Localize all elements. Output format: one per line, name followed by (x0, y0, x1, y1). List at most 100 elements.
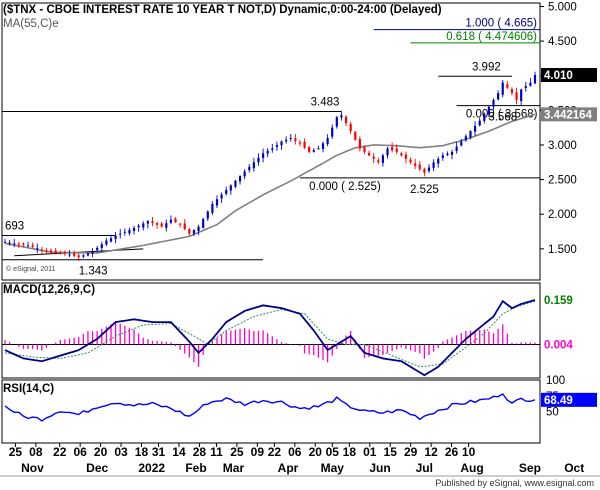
x-day-label: 31 (152, 445, 166, 459)
x-month-label: Mar (223, 461, 245, 475)
price-ytick-label: 2.000 (548, 209, 577, 221)
x-day-label: 03 (114, 445, 128, 459)
candle-body (197, 226, 200, 232)
candle-body (91, 251, 94, 254)
candle-body (49, 250, 53, 253)
candle-body (142, 223, 145, 228)
candle-body (45, 250, 48, 252)
x-day-label: 15 (384, 445, 398, 459)
candle-body (257, 157, 260, 163)
candle-body (460, 141, 463, 146)
x-day-label: 05 (326, 445, 340, 459)
rsi-frame (1, 379, 541, 444)
price-ytick-label: 5.000 (548, 1, 577, 13)
candle-body (529, 82, 532, 86)
fib-level-label: 0.000 ( 2.525) (309, 181, 381, 193)
candle-body (202, 219, 205, 228)
x-day-label: 09 (251, 445, 265, 459)
candle-body (261, 153, 265, 158)
candle-body (294, 138, 297, 141)
candle-body (105, 240, 108, 245)
candle-body (179, 223, 182, 225)
macd-panel: 0.159 0.004 (1, 282, 597, 379)
price-frame (1, 2, 541, 281)
swing-label: 1.343 (79, 266, 108, 278)
candle-body (17, 243, 20, 245)
candle-body (174, 218, 177, 223)
swing-label: 693 (5, 220, 24, 232)
candle-body (68, 254, 71, 256)
candle-body (506, 84, 509, 88)
price-ytick-label: 1.500 (548, 244, 577, 256)
macd-line (4, 299, 536, 377)
candle-body (36, 248, 39, 250)
candle-body (377, 160, 380, 163)
candle-body (82, 255, 85, 257)
candle-body (289, 138, 292, 140)
x-day-label: 12 (424, 445, 438, 459)
x-day-label: 14 (172, 445, 186, 459)
price-ytick-label: 4.500 (548, 36, 577, 48)
candle-body (501, 82, 504, 95)
candle-body (427, 167, 431, 172)
ma-last-tag: 3.442164 (544, 109, 593, 121)
candle-body (510, 89, 514, 94)
candle-body (160, 223, 163, 227)
candle-body (335, 117, 338, 127)
price-ytick-label: 3.000 (548, 140, 577, 152)
candle-body (114, 235, 117, 240)
candle-body (243, 171, 246, 177)
candle-body (340, 115, 343, 118)
candle-body (285, 139, 288, 142)
candle-body (54, 250, 57, 253)
rsi-value-tag-bg (541, 392, 597, 407)
x-day-label: 20 (309, 445, 323, 459)
candle-body (96, 247, 99, 251)
candle-body (367, 152, 371, 156)
x-month-label: Dec (86, 461, 108, 475)
candle-body (225, 189, 228, 194)
time-axis: 25 08 22 06 20 03 18 31 14 28 11 25 09 22 06 20 05 18 01 15… (0, 443, 600, 477)
fib-level-label: 1.000 ( 4.665) (465, 18, 537, 30)
candle-body (169, 219, 173, 223)
candle-body (432, 162, 435, 169)
candle-body (381, 155, 385, 163)
candle-body (354, 131, 357, 140)
x-month-label: Feb (185, 461, 206, 475)
candle-body (8, 242, 11, 244)
candle-body (3, 241, 7, 243)
candle-body (423, 168, 426, 173)
rsi-value-tag: 68.49 (544, 395, 573, 407)
price-panel: 5.0004.5004.0003.5003.0002.5002.0001.500… (1, 1, 597, 281)
ma-legend: MA(55,C)e (3, 18, 59, 30)
candle-body (215, 199, 219, 206)
candle-body (446, 153, 449, 155)
candle-body (165, 223, 168, 228)
hist-value-tag: 0.004 (544, 339, 573, 351)
candle-body (151, 221, 154, 223)
candle-body (119, 233, 122, 235)
swing-label: 3.483 (311, 97, 340, 109)
candle-body (100, 244, 103, 248)
x-month-label: Jul (416, 461, 433, 475)
swing-label: 3.992 (472, 61, 501, 73)
candle-body (280, 141, 283, 146)
candle-body (437, 158, 440, 164)
candle-body (109, 238, 113, 242)
x-day-label: 25 (9, 445, 23, 459)
candle-body (63, 252, 67, 254)
candle-body (455, 146, 458, 152)
candle-body (211, 203, 214, 213)
candle-body (395, 148, 398, 152)
x-month-label: Nov (21, 461, 44, 475)
candle-body (238, 176, 242, 182)
candle-body (59, 252, 62, 254)
x-month-label: Apr (278, 461, 299, 475)
x-day-label: 20 (94, 445, 108, 459)
footer-credit: Published by eSignal, www.esignal.com (435, 478, 594, 488)
candle-body (229, 185, 232, 191)
price-ytick-label: 2.500 (548, 175, 577, 187)
x-day-label: 18 (343, 445, 357, 459)
last-price-tag: 4.010 (544, 70, 573, 82)
